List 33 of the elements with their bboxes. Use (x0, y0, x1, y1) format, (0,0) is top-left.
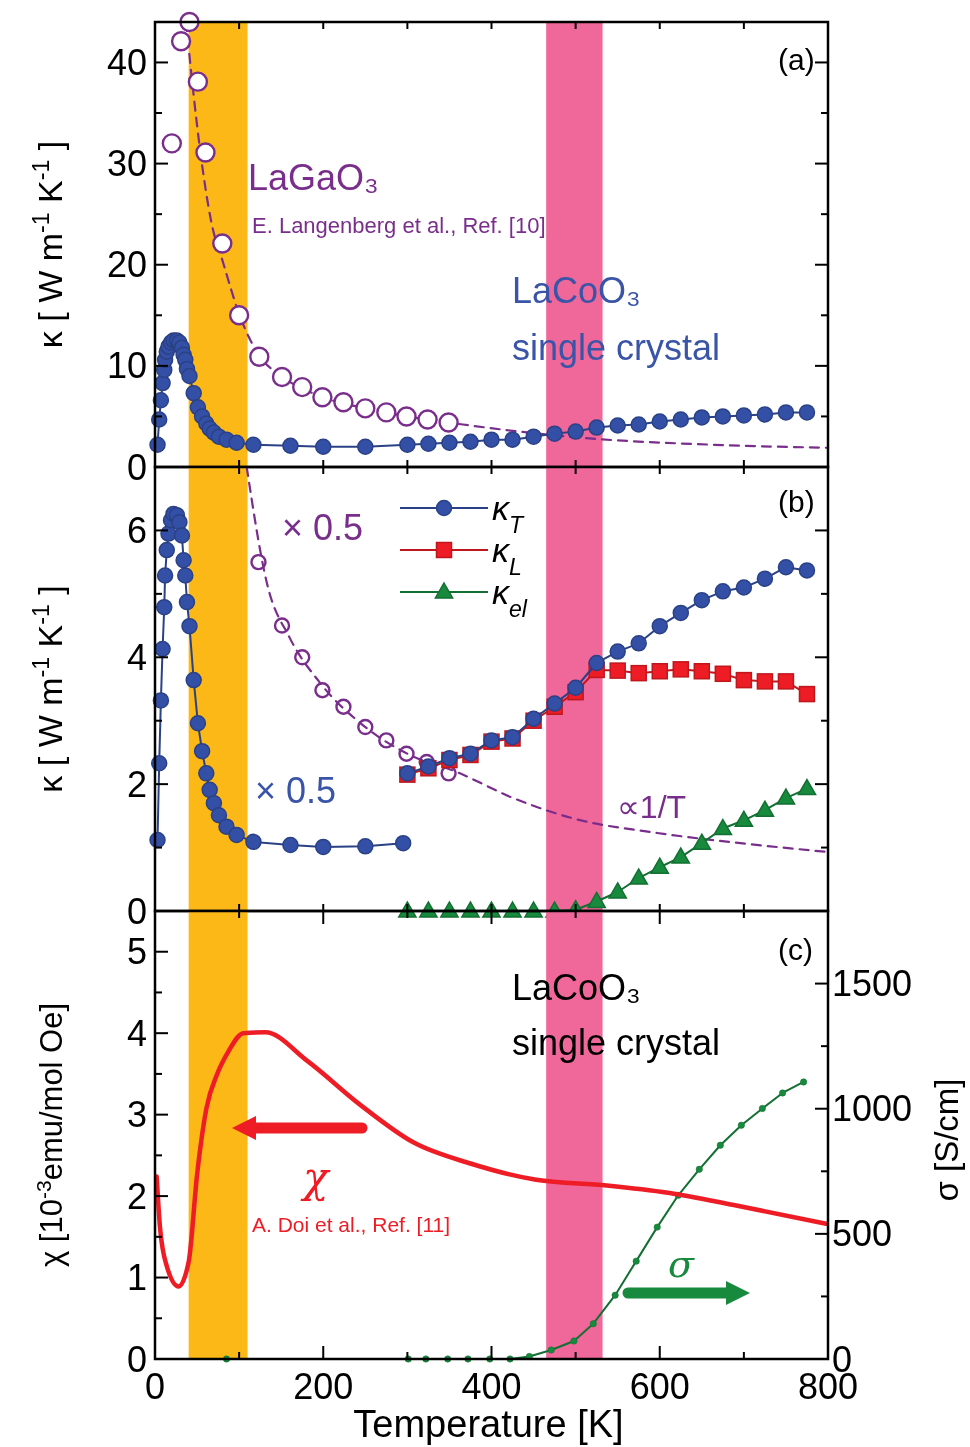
y-tick-label: 2 (126, 1175, 147, 1217)
annotation: A. Doi et al., Ref. [11] (252, 1213, 451, 1236)
y-tick-label: 4 (126, 1012, 147, 1054)
y-tick-label: 10 (106, 345, 147, 387)
annotation: × 0.5 (282, 507, 364, 548)
y-tick-label: 30 (106, 143, 147, 185)
y-tick-label: 2 (126, 763, 147, 805)
y-tick-label: 3 (126, 1094, 147, 1136)
annotation: ∝1/T (617, 789, 687, 825)
y2-tick-label: 1000 (832, 1088, 913, 1130)
annotation: χ (300, 1153, 331, 1202)
legend-label: κ$_{T}$ (492, 489, 525, 538)
annotation: (a) (778, 43, 815, 76)
y2-tick-label: 500 (832, 1213, 893, 1255)
annotation: (b) (778, 485, 815, 518)
x-tick-label: 200 (293, 1366, 354, 1407)
x-tick-label: 600 (629, 1366, 690, 1407)
y-tick-label: 20 (106, 244, 147, 286)
y-tick-label: 0 (126, 446, 147, 488)
y2-tick-label: 1500 (832, 963, 913, 1005)
y-tick-label: 5 (126, 931, 147, 973)
y-tick-label: 6 (126, 509, 147, 551)
y-tick-label: 1 (126, 1257, 147, 1299)
y2-axis-title: σ [S/cm] (928, 1078, 965, 1202)
y-tick-label: 40 (106, 41, 147, 83)
y-tick-label: 0 (126, 1338, 147, 1380)
annotation: LaGaO₃ (248, 157, 379, 198)
annotation: E. Langenberg et al., Ref. [10] (252, 213, 546, 238)
annotation: × 0.5 (255, 770, 337, 811)
y-tick-label: 0 (126, 890, 147, 932)
y-tick-label: 4 (126, 636, 147, 678)
annotation: (c) (778, 933, 813, 966)
annotation: σ (668, 1242, 695, 1286)
